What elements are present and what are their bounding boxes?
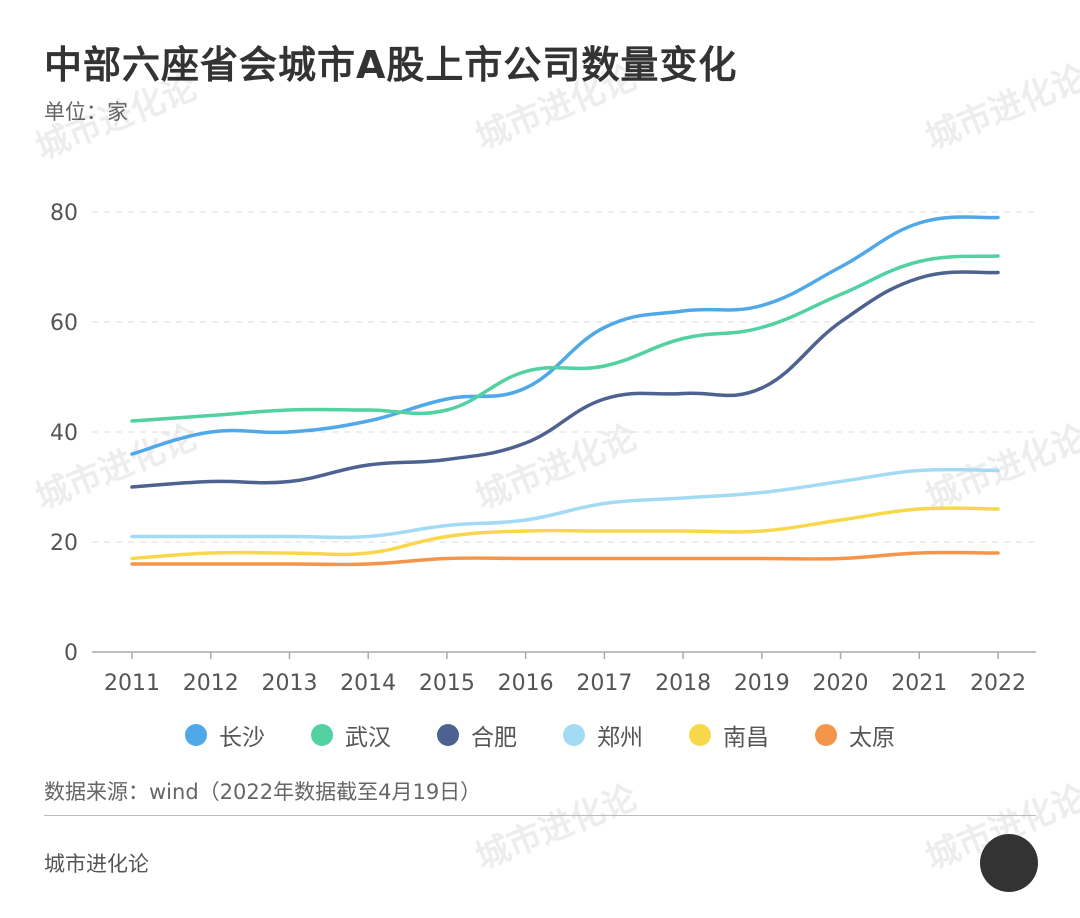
x-tick-label: 2014 [340, 671, 396, 696]
series-line-3 [130, 467, 1000, 540]
x-tick-label: 2013 [261, 671, 317, 696]
legend-label: 太原 [849, 725, 895, 751]
legend-dot-icon [185, 724, 207, 746]
y-tick-label: 60 [50, 311, 78, 336]
y-tick-label: 20 [50, 531, 78, 556]
series-line-4 [130, 506, 1000, 561]
x-tick-label: 2012 [183, 671, 239, 696]
x-tick-label: 2017 [576, 671, 632, 696]
data-source: 数据来源：wind（2022年数据截至4月19日） [44, 780, 482, 804]
legend-item[interactable]: 南昌 [689, 718, 769, 752]
legend-item[interactable]: 郑州 [563, 718, 643, 752]
series-line-2 [130, 270, 1000, 489]
y-tick-label: 80 [50, 201, 78, 226]
legend-dot-icon [437, 724, 459, 746]
y-tick-label: 0 [64, 641, 78, 666]
y-tick-label: 40 [50, 421, 78, 446]
legend-label: 南昌 [723, 725, 769, 751]
legend-item[interactable]: 太原 [815, 718, 895, 752]
x-tick-label: 2019 [734, 671, 790, 696]
divider [44, 815, 1036, 816]
x-tick-label: 2020 [813, 671, 869, 696]
series-line-1 [130, 254, 1000, 423]
legend-item[interactable]: 合肥 [437, 718, 517, 752]
chart-title: 中部六座省会城市A股上市公司数量变化 [44, 43, 738, 87]
legend: 长沙 武汉 合肥 郑州 南昌 太原 [0, 718, 1080, 752]
legend-item[interactable]: 武汉 [311, 718, 391, 752]
x-tick-label: 2018 [655, 671, 711, 696]
legend-dot-icon [311, 724, 333, 746]
series-line-5 [130, 550, 1000, 567]
legend-dot-icon [815, 724, 837, 746]
x-tick-label: 2016 [498, 671, 554, 696]
x-tick-label: 2015 [419, 671, 475, 696]
x-tick-label: 2021 [891, 671, 947, 696]
legend-label: 合肥 [471, 725, 517, 751]
legend-label: 武汉 [345, 725, 391, 751]
series-line-0 [130, 215, 1000, 456]
x-tick-label: 2022 [970, 671, 1026, 696]
x-tick-label: 2011 [104, 671, 160, 696]
legend-item[interactable]: 长沙 [185, 718, 265, 752]
legend-dot-icon [563, 724, 585, 746]
unit-label: 单位：家 [44, 100, 128, 124]
legend-label: 郑州 [597, 725, 643, 751]
brand-name: 城市进化论 [44, 852, 149, 876]
brand-logo [980, 834, 1038, 892]
legend-label: 长沙 [219, 725, 265, 751]
legend-dot-icon [689, 724, 711, 746]
